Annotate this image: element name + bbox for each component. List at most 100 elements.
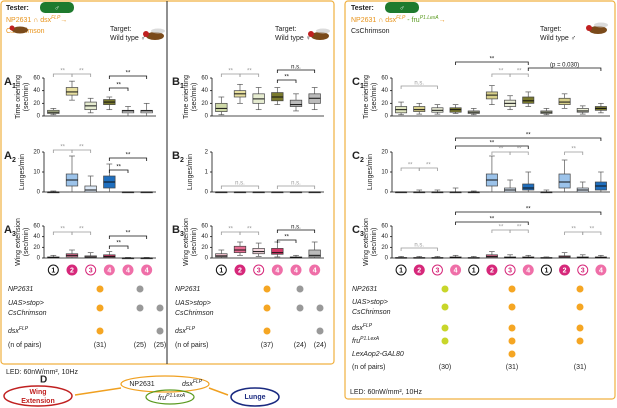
box [84,185,97,193]
tester-sex: ♂ [54,5,59,12]
y-tick-label: 0 [205,190,209,196]
condition-circle [271,264,283,276]
genotype-dot [263,304,271,312]
genotype-dot [576,324,584,332]
genotype-dot [441,324,449,332]
y-axis-label: Lunges/min [367,154,374,190]
y-tick-label: 60 [33,76,40,82]
sig-label: ** [60,145,65,151]
sig-bracket [239,73,260,77]
condition-circle [47,264,59,276]
condition-label: 4 [599,267,603,274]
sig-label: ** [426,163,431,169]
y-tick-label: 40 [201,234,208,240]
panel-subscript: 2 [12,157,16,164]
row-label-text: LexAop2-GAL80 [352,351,404,358]
n-value: (24) [314,342,326,349]
sig-label: ** [79,69,84,75]
dsx-label: dsxFLP [182,379,203,388]
condition-circle [395,264,407,276]
y-tick-label: 10 [381,170,388,176]
row-label-sup: P1.LexA [360,336,380,342]
panel-subscript: 3 [12,231,16,238]
sig-bracket [455,221,529,225]
y-axis-label: (sec/min) [191,228,198,257]
condition-label: 2 [490,267,494,274]
condition-label: 3 [435,267,439,274]
y-tick-label: 0 [205,114,209,120]
sig-label: ** [79,227,84,233]
box [522,96,535,104]
condition-circle [450,264,462,276]
condition-label: 4 [145,267,149,274]
sig-bracket [276,79,297,83]
y-axis-label: Wing extension [15,218,22,266]
led: LED: 60nW/mm², 10Hz [6,369,78,376]
fru-node [145,389,195,405]
condition-label: 3 [581,267,585,274]
n-value: (25) [134,342,146,349]
sig-label: ** [60,69,65,75]
panel-letter: C [352,76,360,88]
genotype: NP2631 ∩ dsxFLP - fruP1.LexA→ [351,15,446,24]
tester-pill [40,2,74,13]
row-label-text: dsx [352,325,363,332]
wing-node [3,385,73,407]
row-label: NP2631 [175,286,200,293]
np-node [120,375,210,393]
box [558,97,571,105]
condition-label: 1 [219,267,223,274]
sig-label: ** [526,133,531,139]
panel-letter: C [352,224,360,236]
panel-letter: B [172,150,180,162]
row-label: NP2631 [8,286,33,293]
n-label: (n of pairs) [8,342,41,349]
sig-bracket [276,69,316,73]
sig-label: ** [499,225,504,231]
sig-label: ** [589,227,594,233]
panel-subscript: 1 [180,83,184,90]
row-label-text: UAS>stop> [175,300,211,307]
row-label-text: dsx [175,328,186,335]
n-value: (31) [574,364,586,371]
row-label: CsChrimson [8,310,47,317]
sig-label: ** [247,227,252,233]
target: Target: [275,26,296,33]
sig-bracket [276,185,316,189]
condition-circle [290,264,302,276]
row-label-text: fru [352,338,360,345]
right-frame [344,0,616,400]
genotype-dot [316,304,324,312]
sig-label: n.s. [414,81,424,87]
sig-bracket [582,231,602,235]
y-axis-label: Wing extension [183,218,190,266]
condition-label: 2 [563,267,567,274]
genotype-dot [136,285,144,293]
lunge-node [230,387,280,407]
panel-letter: D [40,375,47,386]
condition-circle [522,264,534,276]
y-tick-label: 20 [33,101,40,107]
box [140,109,153,114]
condition-circle [577,264,589,276]
text-part: fru [158,395,166,402]
fru-label: fruP1.LexA [158,393,186,402]
y-tick-label: 60 [33,224,40,230]
sig-label: ** [517,147,522,153]
genotype-dot [508,350,516,358]
genotype: NP2631 ∩ dsxFLP→ [6,15,67,24]
row-label-text: NP2631 [175,286,200,293]
condition-circle [559,264,571,276]
genotype-dot [156,304,164,312]
sig-label: ** [499,69,504,75]
panel-letter: A [4,224,12,236]
box [215,102,228,112]
genotype-dot [576,337,584,345]
sig-bracket [108,245,129,249]
sig-label: n.s. [291,65,301,71]
sig-label: ** [126,231,131,237]
box [121,109,135,114]
sig-label: ** [284,75,289,81]
sig-bracket [220,185,260,189]
fly-icon [308,28,330,40]
